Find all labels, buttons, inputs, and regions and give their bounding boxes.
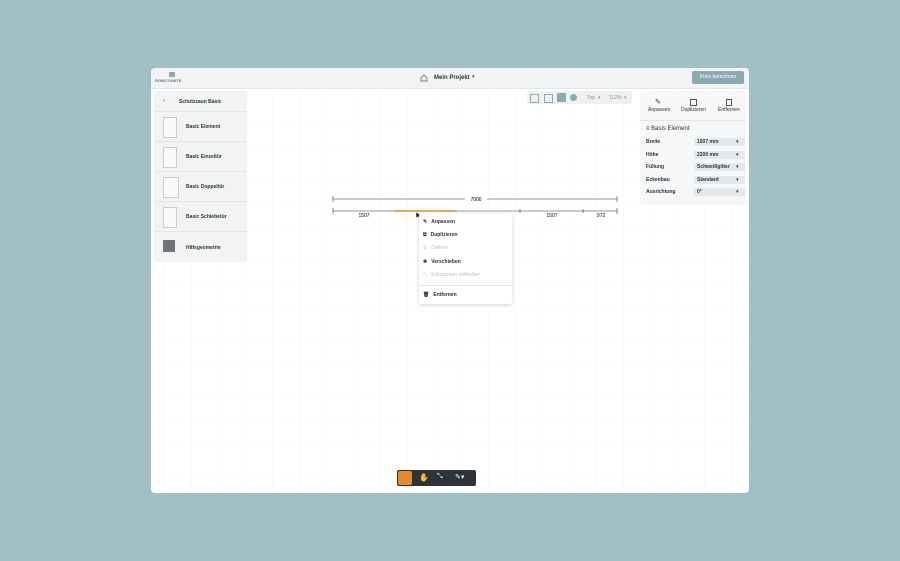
- select-tool[interactable]: [398, 471, 412, 485]
- action-label[interactable]: Duplizieren: [681, 107, 707, 113]
- library-item[interactable]: Basic Element: [154, 111, 247, 141]
- property-label: Eckenbau: [646, 176, 670, 183]
- property-select[interactable]: Schweißgitter: [694, 163, 745, 171]
- select-chevron[interactable]: ▾: [736, 164, 739, 170]
- menu-item[interactable]: ✎ Anpassen: [423, 219, 456, 225]
- header: ROBOTUNITE Mein Projekt ▾ Preis berechne…: [151, 68, 749, 89]
- property-select[interactable]: 2200 mm: [694, 150, 745, 159]
- property-label: Ausrichtung: [646, 189, 676, 195]
- home-icon[interactable]: [420, 74, 428, 82]
- dimension-drawing: 7000 1507 1507 972: [332, 195, 618, 219]
- context-menu: ✎ Anpassen ⧉ Duplizieren ↻ Drehen ✥ Vers…: [419, 214, 512, 304]
- property-label: Breite: [646, 139, 661, 145]
- menu-label[interactable]: Verschieben: [431, 259, 461, 265]
- menu-item[interactable]: ⧉ Duplizieren: [423, 232, 458, 238]
- action-label[interactable]: Anpassen: [648, 107, 671, 113]
- property-select[interactable]: 1507 mm: [694, 138, 745, 146]
- view-select[interactable]: Top: [587, 95, 596, 101]
- item-label[interactable]: Basic Doppeltür: [186, 184, 225, 190]
- measure-tool[interactable]: ✎▾: [455, 474, 465, 481]
- view-toolbar: Top ▾ 112% ▾: [527, 91, 632, 104]
- library-panel: ‹ Schutzzaun Basic Basic Element Basic E…: [154, 91, 247, 262]
- logo: ROBOTUNITE: [155, 78, 182, 83]
- section-title-text: Basis Element: [651, 126, 690, 132]
- segment-dimension: 1507: [358, 213, 369, 219]
- item-label[interactable]: Basic Einzeltür: [186, 154, 222, 160]
- edit-icon[interactable]: ✎: [655, 99, 661, 106]
- thumb: [163, 177, 179, 198]
- item-label[interactable]: Basic Element: [186, 124, 221, 130]
- select-chevron[interactable]: ▾: [736, 189, 739, 195]
- pan-tool[interactable]: ✋: [419, 473, 429, 482]
- project-chevron[interactable]: ▾: [472, 74, 475, 80]
- thumb: [163, 117, 177, 138]
- view-chevron[interactable]: ▾: [598, 95, 601, 101]
- segment-dimension: 972: [597, 213, 606, 219]
- action-label[interactable]: Entfernen: [718, 107, 740, 113]
- property-label: Füllung: [646, 164, 665, 170]
- logo-icon: [169, 72, 175, 77]
- back-arrow[interactable]: ‹: [163, 98, 165, 104]
- tool-bar: ✋ ⤡ ✎▾: [397, 470, 476, 486]
- duplicate-icon[interactable]: [690, 99, 697, 106]
- menu-divider: [419, 285, 512, 286]
- select-chevron[interactable]: ▾: [736, 151, 739, 158]
- library-item[interactable]: Basic Doppeltür: [154, 171, 247, 201]
- property-select[interactable]: 0°: [694, 188, 745, 196]
- properties-panel: Anpassen Duplizieren Entfernen ✎ ≡ Basis…: [640, 91, 746, 205]
- rotate-button[interactable]: [544, 94, 553, 103]
- select-chevron[interactable]: ▾: [736, 139, 739, 145]
- zoom-select[interactable]: 112%: [609, 95, 622, 101]
- thumb: [163, 207, 177, 228]
- total-dimension: 7000: [470, 197, 481, 203]
- library-item[interactable]: Basic Schiebetür: [154, 201, 247, 231]
- delete-icon[interactable]: [726, 99, 732, 106]
- library-item[interactable]: Hilfsgeometrie: [154, 231, 247, 261]
- menu-item: ⤡ Schutzzaun schließen: [423, 272, 480, 278]
- 2d-button[interactable]: [557, 93, 566, 102]
- zoom-chevron[interactable]: ▾: [624, 95, 627, 101]
- property-select[interactable]: Standard: [694, 175, 745, 184]
- item-label[interactable]: Hilfsgeometrie: [186, 245, 221, 251]
- 3d-button[interactable]: [570, 94, 577, 101]
- library-item[interactable]: Basic Einzeltür: [154, 141, 247, 171]
- select-chevron[interactable]: ▾: [736, 176, 739, 183]
- menu-item: ↻ Drehen: [423, 245, 448, 251]
- library-title: Schutzzaun Basic: [179, 99, 222, 105]
- menu-item[interactable]: 🗑 Entfernen: [423, 292, 457, 298]
- section-title: ≡ Basis Element: [646, 126, 690, 132]
- menu-label[interactable]: Anpassen: [431, 219, 456, 225]
- property-label: Höhe: [646, 151, 659, 158]
- project-name[interactable]: Mein Projekt: [434, 75, 470, 81]
- menu-label: Drehen: [431, 245, 448, 251]
- divider: [640, 120, 746, 121]
- segment-dimension: 1507: [546, 213, 557, 219]
- thumb: [163, 240, 175, 252]
- fit-button[interactable]: [530, 94, 539, 103]
- menu-label[interactable]: Duplizieren: [430, 232, 458, 238]
- line-tool[interactable]: ⤡: [437, 473, 443, 480]
- menu-label: Schutzzaun schließen: [431, 272, 480, 278]
- price-button[interactable]: Preis berechnen: [692, 71, 744, 84]
- app-window: ROBOTUNITE Mein Projekt ▾ Preis berechne…: [151, 68, 749, 493]
- menu-item[interactable]: ✥ Verschieben: [423, 259, 461, 265]
- item-label[interactable]: Basic Schiebetür: [186, 214, 227, 220]
- menu-label[interactable]: Entfernen: [433, 292, 457, 298]
- thumb: [163, 147, 177, 168]
